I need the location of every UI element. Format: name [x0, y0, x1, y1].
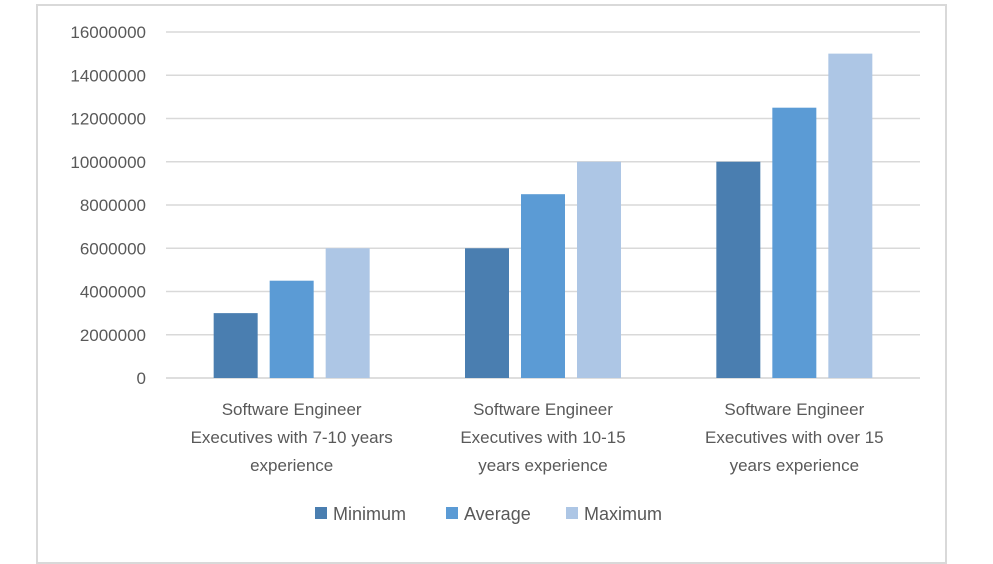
bar-maximum	[828, 53, 873, 378]
y-tick-label: 14000000	[70, 66, 146, 85]
x-category-label: Executives with 10-15	[460, 428, 625, 447]
x-category-label: Software Engineer	[222, 400, 362, 419]
y-tick-label: 2000000	[80, 326, 146, 345]
legend-item-average: Average	[446, 504, 531, 524]
y-tick-label: 16000000	[70, 23, 146, 42]
legend-label: Average	[464, 504, 531, 524]
bar-average	[521, 194, 565, 378]
bar-minimum	[213, 313, 258, 378]
legend-swatch	[446, 507, 458, 519]
y-tick-label: 8000000	[80, 196, 146, 215]
bar-average	[269, 280, 314, 378]
bar-minimum	[465, 248, 509, 378]
legend-swatch	[566, 507, 578, 519]
y-axis-ticks: 0 2000000 4000000 6000000 8000000 10000000 120…	[70, 23, 146, 388]
bar-maximum	[577, 161, 621, 378]
legend-label: Maximum	[584, 504, 662, 524]
bar-average	[772, 107, 817, 378]
legend-swatch	[315, 507, 327, 519]
legend-item-maximum: Maximum	[566, 504, 662, 524]
x-category-label: years experience	[478, 456, 607, 475]
y-tick-label: 10000000	[70, 153, 146, 172]
x-category-label: Executives with over 15	[705, 428, 884, 447]
y-tick-label: 6000000	[80, 239, 146, 258]
y-tick-label: 4000000	[80, 283, 146, 302]
bar-chart: 0 2000000 4000000 6000000 8000000 10000000 120…	[70, 23, 920, 524]
x-category-label: Software Engineer	[473, 400, 613, 419]
x-category-label: years experience	[730, 456, 859, 475]
x-category-label: experience	[250, 456, 333, 475]
legend: Minimum Average Maximum	[315, 504, 662, 524]
x-category-label: Software Engineer	[724, 400, 864, 419]
legend-label: Minimum	[333, 504, 406, 524]
legend-item-minimum: Minimum	[315, 504, 406, 524]
bar-maximum	[325, 248, 370, 378]
x-axis-labels: Software Engineer Executives with 7-10 ye…	[191, 400, 884, 475]
y-tick-label: 12000000	[70, 110, 146, 129]
x-category-label: Executives with 7-10 years	[191, 428, 393, 447]
bars	[213, 53, 873, 378]
bar-minimum	[716, 161, 761, 378]
y-tick-label: 0	[137, 369, 146, 388]
